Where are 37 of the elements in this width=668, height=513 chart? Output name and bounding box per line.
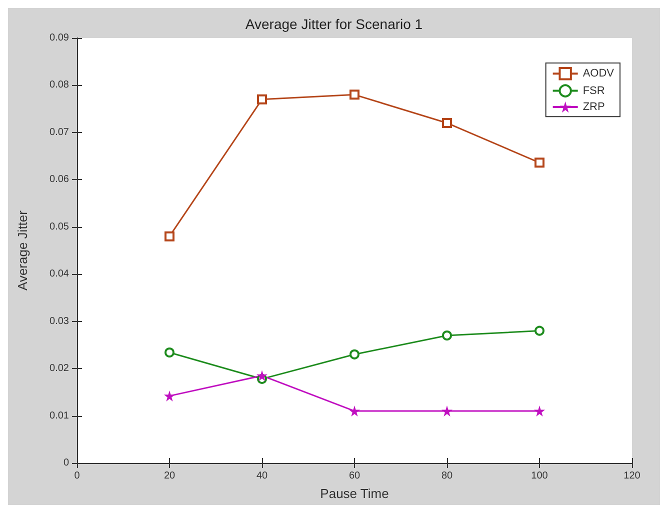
point (442, 330, 452, 340)
x-tick-label: 60 (348, 470, 360, 482)
y-tick-label: 0.04 (50, 268, 70, 280)
point (350, 90, 360, 100)
y-tick-label: 0.08 (50, 80, 70, 91)
point (350, 349, 360, 360)
y-tick-label: 0.06 (50, 174, 70, 186)
point (164, 231, 174, 242)
point (256, 370, 268, 382)
x-tick-label: 0 (74, 470, 80, 482)
y-tick-label: 0.02 (50, 363, 70, 374)
y-tick-label: 0.09 (50, 32, 70, 44)
x-tick-label: 100 (531, 470, 548, 482)
point (164, 348, 174, 358)
point (442, 118, 452, 128)
point (534, 406, 545, 417)
point (534, 158, 544, 168)
point (164, 390, 175, 402)
x-tick-label: 20 (164, 470, 176, 482)
legend-label: AODV (582, 68, 615, 80)
y-tick-label: 0.01 (50, 410, 70, 422)
chart-title: Average Jitter for Scenario 1 (245, 16, 423, 32)
x-tick-label: 40 (256, 470, 268, 482)
x-tick-label: 80 (441, 470, 453, 482)
point (349, 406, 360, 417)
y-tick-label: 0.05 (50, 221, 70, 232)
y-axis-title: Average Jitter (15, 210, 30, 290)
legend-label: ZRP (582, 101, 605, 113)
legend-label: FSR (582, 84, 605, 97)
y-tick-label: 0.07 (50, 126, 70, 138)
point (257, 94, 267, 104)
y-tick-label: 0 (63, 458, 70, 468)
point (442, 406, 452, 417)
y-tick-label: 0.03 (50, 316, 70, 327)
point (534, 326, 544, 336)
x-tick-label: 120 (624, 470, 641, 482)
x-axis-title: Pause Time (320, 486, 389, 501)
